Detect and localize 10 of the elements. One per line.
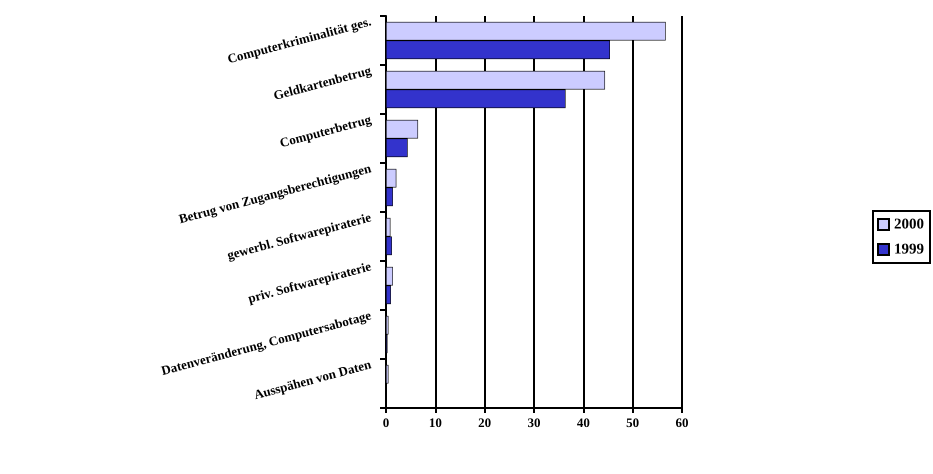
- x-tick-label: 30: [528, 415, 540, 430]
- x-tick-label: 60: [676, 415, 688, 430]
- x-tick-label: 20: [478, 415, 492, 430]
- x-tick-label: 0: [382, 415, 390, 430]
- x-tick-label: 10: [428, 415, 442, 430]
- legend-label: 2000: [894, 216, 924, 232]
- x-tick-label: 50: [626, 415, 640, 430]
- x-tick-label: 40: [576, 415, 590, 430]
- legend-label: 1999: [894, 242, 924, 258]
- y-tick-label: Ausspähen von Daten: [252, 356, 374, 402]
